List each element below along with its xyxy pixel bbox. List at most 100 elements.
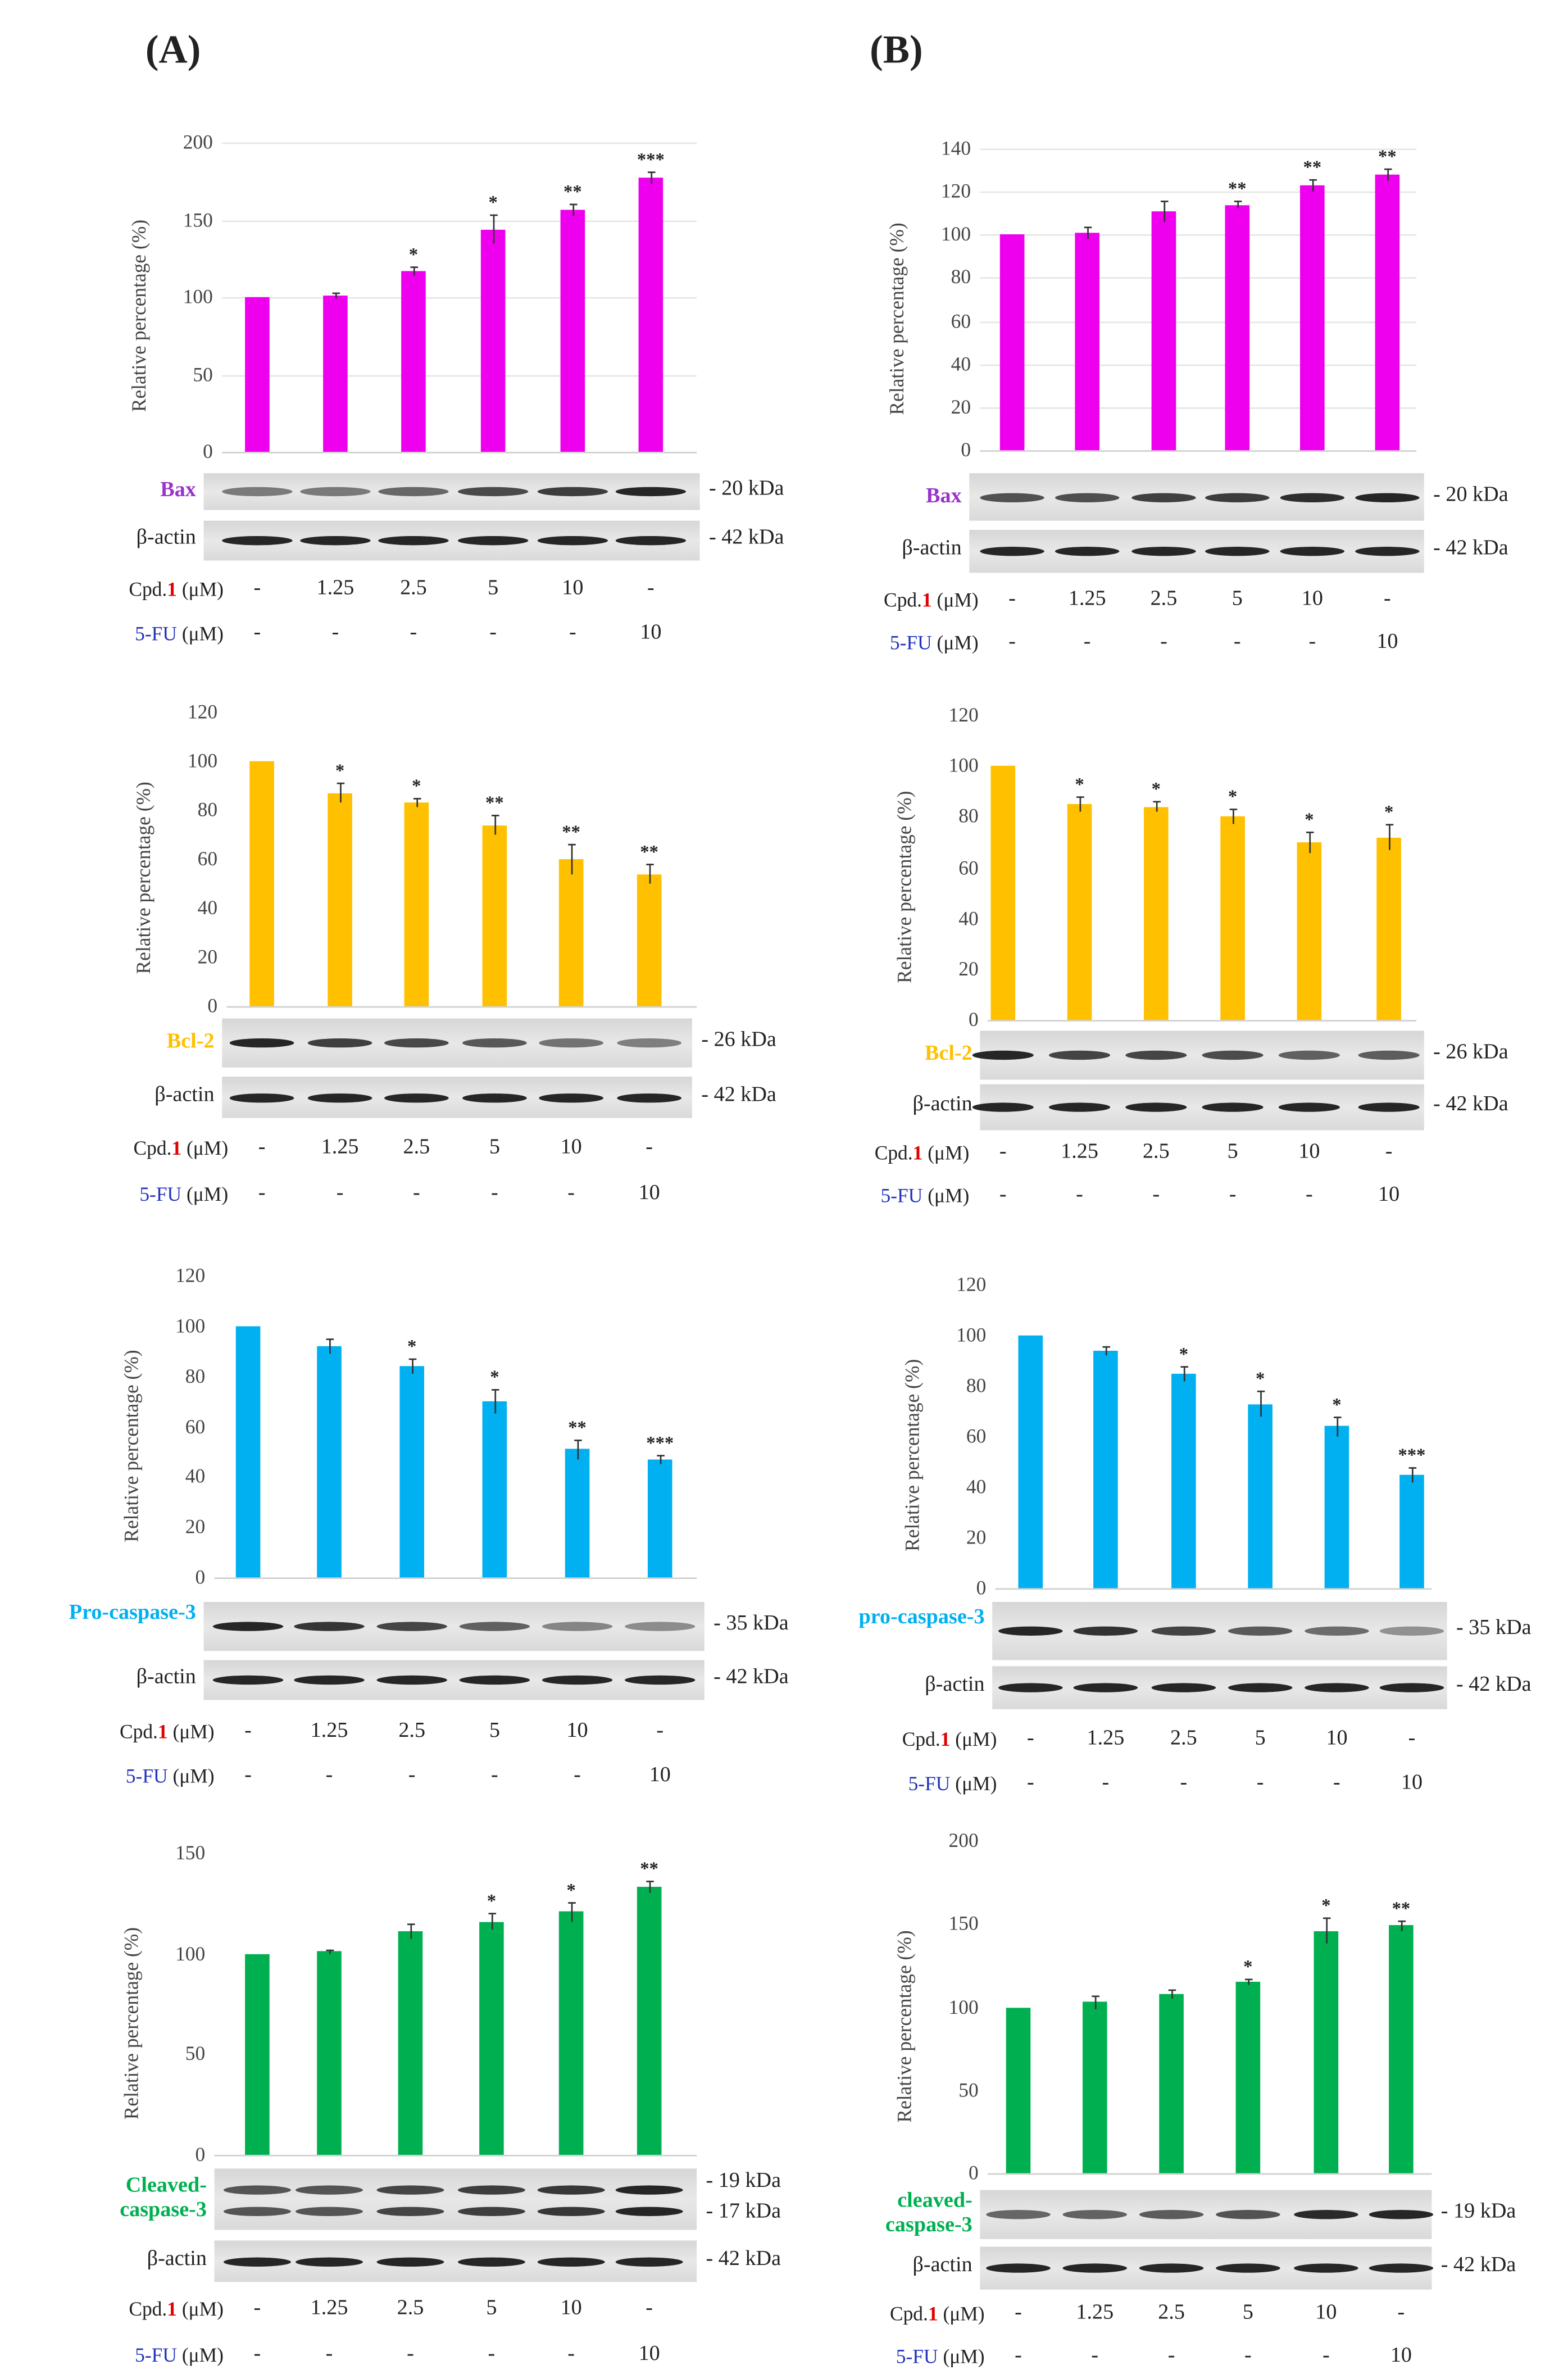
y-tick-label: 60	[951, 308, 971, 332]
bar	[479, 1921, 504, 2155]
y-axis-title: Relative percentage (%)	[127, 219, 151, 412]
fu-dose: -	[1167, 2344, 1175, 2368]
x-axis-line	[214, 1577, 697, 1579]
row-label-part: (μM)	[181, 1182, 229, 1206]
kda-marker: - 35 kDa	[1456, 1617, 1531, 1641]
y-tick-label: 80	[185, 1364, 206, 1387]
cpd-dose: 10	[1315, 2302, 1337, 2325]
cpd-dose: -	[244, 1719, 252, 1743]
fu-dose: -	[244, 1764, 252, 1787]
blot-band	[1131, 547, 1196, 556]
bar	[1018, 1335, 1043, 1588]
blot-band	[1369, 2210, 1433, 2219]
row-label-part: (μM)	[950, 1772, 997, 1795]
y-tick-label: 0	[207, 993, 218, 1017]
y-tick-label: 120	[187, 700, 218, 723]
protein-label: pro-caspase-3	[858, 1606, 985, 1630]
kda-marker: - 20 kDa	[1433, 483, 1508, 506]
y-tick-label: 20	[966, 1525, 987, 1549]
significance-marker: **	[1392, 1898, 1411, 1919]
blot-band	[457, 2185, 525, 2195]
y-tick-label: 200	[183, 130, 213, 153]
bar	[1171, 1373, 1196, 1588]
kda-marker: - 19 kDa	[706, 2170, 781, 2194]
significance-marker: **	[640, 841, 659, 863]
error-bar	[1156, 801, 1158, 812]
error-cap	[1244, 1978, 1253, 1981]
error-cap	[568, 844, 576, 846]
significance-marker: **	[568, 1416, 587, 1438]
actin-label: β-actin	[136, 526, 196, 550]
bar	[1376, 837, 1401, 1020]
row-label-part: 1	[157, 1719, 168, 1743]
row-label-part: 1	[921, 588, 932, 611]
error-cap	[488, 1913, 497, 1915]
gridline	[222, 220, 697, 221]
blot-band	[222, 487, 292, 497]
row-label-part: Cpd.	[902, 1727, 940, 1751]
blot-band	[1063, 2210, 1127, 2219]
blot-band	[457, 2207, 525, 2216]
y-tick-label: 150	[948, 1912, 979, 1935]
fu-dose: -	[1152, 1183, 1160, 1207]
error-cap	[1384, 167, 1392, 170]
blot-band	[615, 2257, 683, 2266]
blot-band	[998, 1626, 1062, 1636]
y-axis-title: Relative percentage (%)	[893, 790, 916, 983]
cpd-dose: 10	[1301, 588, 1323, 611]
fu-dose: -	[1076, 1183, 1083, 1207]
bar	[323, 295, 348, 452]
significance-marker: *	[487, 1890, 497, 1912]
blot-band	[376, 1622, 447, 1631]
fu-dose: 10	[1401, 1772, 1423, 1795]
blot-band	[379, 535, 448, 546]
blot-band	[971, 1102, 1034, 1112]
blot-band	[537, 2207, 605, 2216]
blot-band	[615, 2185, 683, 2195]
blot-band	[538, 1038, 605, 1048]
fu-row-label: 5-FU (μM)	[28, 622, 224, 647]
bar	[317, 1346, 342, 1578]
fu-dose: -	[1083, 630, 1091, 654]
row-label-part: 5-FU	[908, 1772, 951, 1795]
row-label-part: 1	[167, 2297, 177, 2321]
row-label-part: (μM)	[176, 577, 224, 601]
row-label-part: (μM)	[931, 630, 979, 654]
bar	[399, 1366, 424, 1578]
y-tick-label: 100	[175, 1941, 206, 1965]
blot-band	[223, 2257, 291, 2266]
error-bar	[340, 783, 342, 803]
error-bar	[416, 798, 419, 808]
gridline	[222, 142, 697, 144]
bar	[990, 766, 1016, 1020]
significance-marker: *	[1305, 809, 1314, 831]
row-label-part: (μM)	[181, 1136, 229, 1160]
error-cap	[407, 1923, 415, 1925]
actin-label: β-actin	[925, 1674, 985, 1697]
blot-band	[295, 2185, 363, 2195]
error-cap	[491, 815, 499, 817]
significance-marker: *	[335, 760, 345, 782]
bar	[1297, 842, 1322, 1020]
error-bar	[1079, 796, 1081, 812]
blot-band	[616, 487, 686, 497]
significance-marker: *	[412, 775, 421, 797]
y-tick-label: 20	[185, 1515, 206, 1538]
cpd-dose: -	[1408, 1727, 1416, 1751]
actin-label: β-actin	[912, 1093, 972, 1116]
blot-band	[383, 1038, 449, 1048]
bar	[482, 824, 507, 1006]
blot-band	[1355, 492, 1420, 502]
fu-dose: -	[490, 1182, 498, 1206]
error-cap	[1398, 1921, 1406, 1922]
y-tick-label: 50	[185, 2042, 206, 2066]
blot-band	[458, 487, 528, 497]
bar	[1220, 816, 1245, 1020]
western-blot-actin	[222, 1077, 692, 1118]
error-bar	[1183, 1365, 1185, 1381]
blot-band	[376, 2185, 444, 2195]
row-label-part: (μM)	[922, 1183, 970, 1207]
error-cap	[491, 1388, 499, 1391]
blot-band	[537, 2185, 605, 2195]
cpd-dose: 2.5	[403, 1136, 430, 1160]
